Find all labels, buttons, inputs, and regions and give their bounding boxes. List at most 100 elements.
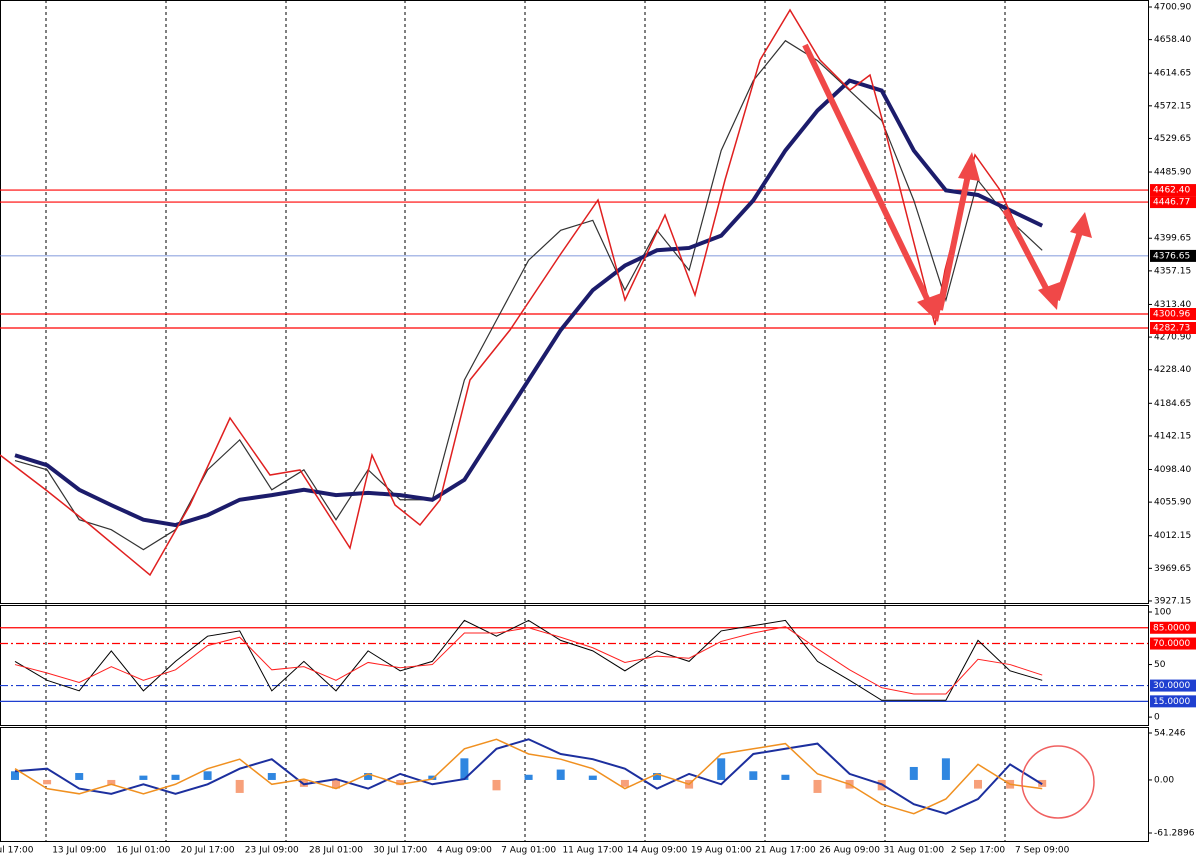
level-label: 4282.73 <box>1153 324 1190 334</box>
level-label: 15.0000 <box>1153 697 1190 707</box>
series-line <box>14 619 1043 701</box>
arrow-head <box>917 292 944 322</box>
histogram-bar <box>107 779 116 786</box>
x-tick-label: 7 Sep 09:00 <box>1015 846 1070 856</box>
histogram-bar <box>267 773 276 780</box>
histogram-bar <box>460 758 469 780</box>
x-tick-label: 19 Aug 01:00 <box>691 846 752 856</box>
histogram-bar <box>428 775 437 780</box>
y-tick-label: 4055.90 <box>1154 498 1191 508</box>
price-panel <box>0 0 1149 604</box>
y-tick-label: 4012.15 <box>1154 531 1191 541</box>
histogram-bar <box>524 774 533 780</box>
y-tick-label: 4700.90 <box>1154 2 1191 12</box>
level-label-box <box>1150 695 1196 708</box>
histogram-bar <box>813 779 822 793</box>
level-label: 85.0000 <box>1153 623 1190 633</box>
histogram-bar <box>588 775 597 780</box>
series-line <box>14 78 1044 528</box>
y-tick-label: 4184.65 <box>1154 399 1191 409</box>
series-line <box>14 738 1043 815</box>
histogram-bar <box>974 779 982 789</box>
histogram-bar <box>203 771 212 780</box>
y-tick-label: 50 <box>1154 660 1166 670</box>
y-tick-label: 4142.15 <box>1154 431 1191 441</box>
y-tick-label: 3969.65 <box>1154 564 1191 574</box>
histogram-bar <box>556 769 565 780</box>
level-label-box <box>1150 322 1196 335</box>
histogram-bar <box>139 775 148 780</box>
y-tick-label: 4485.90 <box>1154 168 1191 178</box>
series-line <box>14 626 1043 695</box>
histogram-bar <box>11 771 19 780</box>
oscillator-panel <box>0 605 1149 726</box>
arrow <box>1002 208 1051 294</box>
x-tick-label: 21 Aug 17:00 <box>755 846 816 856</box>
x-tick-label: 23 Jul 09:00 <box>245 846 299 856</box>
y-tick-label: 4313.40 <box>1154 300 1191 310</box>
histogram-bar <box>43 779 52 785</box>
annotations <box>0 8 1095 819</box>
arrow <box>802 43 933 307</box>
histogram-bar <box>717 758 726 780</box>
x-tick-label: 13 Jul 09:00 <box>52 846 106 856</box>
x-tick-label: 20 Jul 17:00 <box>181 846 235 856</box>
level-label: 4446.77 <box>1153 198 1190 208</box>
x-tick-label: ul 17:00 <box>0 846 34 856</box>
x-tick-label: 16 Jul 01:00 <box>116 846 170 856</box>
y-tick-label: 4098.40 <box>1154 465 1191 475</box>
x-tick-label: 26 Aug 09:00 <box>819 846 880 856</box>
histogram-bar <box>941 758 950 780</box>
y-tick-label: 4614.65 <box>1154 69 1191 79</box>
x-tick-label: 14 Aug 09:00 <box>627 846 688 856</box>
y-tick-label: 4270.90 <box>1154 333 1191 343</box>
level-label: 4376.65 <box>1153 251 1190 261</box>
level-label-box <box>1150 621 1196 634</box>
level-label-box <box>1150 249 1196 262</box>
arrows <box>802 43 1083 311</box>
y-tick-label: 54.246 <box>1154 729 1186 739</box>
histogram-bar <box>909 766 918 780</box>
y-tick-label: 0 <box>1154 713 1160 723</box>
y-tick-label: 4357.15 <box>1154 266 1191 276</box>
y-tick-label: 4658.40 <box>1154 35 1191 45</box>
level-label-box <box>1150 196 1196 209</box>
histogram-bar <box>235 779 244 793</box>
y-tick-label: 4228.40 <box>1154 365 1191 375</box>
y-tick-label: -61.2896 <box>1154 829 1195 839</box>
level-label-box <box>1150 308 1196 321</box>
arrow-head <box>958 152 980 181</box>
histogram-bar <box>396 779 405 786</box>
histogram-bar <box>492 779 501 791</box>
y-tick-label: 0.00 <box>1154 775 1174 785</box>
level-label: 30.0000 <box>1153 681 1190 691</box>
histogram-bar <box>364 773 373 780</box>
level-label: 4462.40 <box>1153 186 1190 196</box>
y-tick-label: 100 <box>1154 607 1171 617</box>
macd-panel <box>0 727 1149 842</box>
highlight-circle <box>1021 745 1095 819</box>
arrow <box>937 174 971 311</box>
y-tick-label: 4399.65 <box>1154 234 1191 244</box>
histogram-bar <box>171 774 180 780</box>
level-label-box <box>1150 637 1196 650</box>
x-tick-label: 7 Aug 01:00 <box>501 846 556 856</box>
x-tick-label: 30 Jul 17:00 <box>373 846 427 856</box>
histogram-bar <box>653 773 661 780</box>
arrow <box>1054 231 1083 301</box>
x-tick-label: 11 Aug 17:00 <box>562 846 623 856</box>
x-tick-label: 2 Sep 17:00 <box>951 846 1006 856</box>
y-tick-label: 4572.15 <box>1154 101 1191 111</box>
panel-borders <box>0 0 1149 842</box>
histogram-bar <box>749 771 758 780</box>
zigzag <box>0 8 1046 577</box>
level-label: 4300.96 <box>1153 310 1190 320</box>
histogram-bar <box>620 779 629 787</box>
series-line <box>14 738 1043 815</box>
x-tick-label: 31 Aug 01:00 <box>883 846 944 856</box>
histogram-bar <box>332 779 340 789</box>
histogram-bar <box>781 774 790 780</box>
time-grid <box>45 0 1006 842</box>
